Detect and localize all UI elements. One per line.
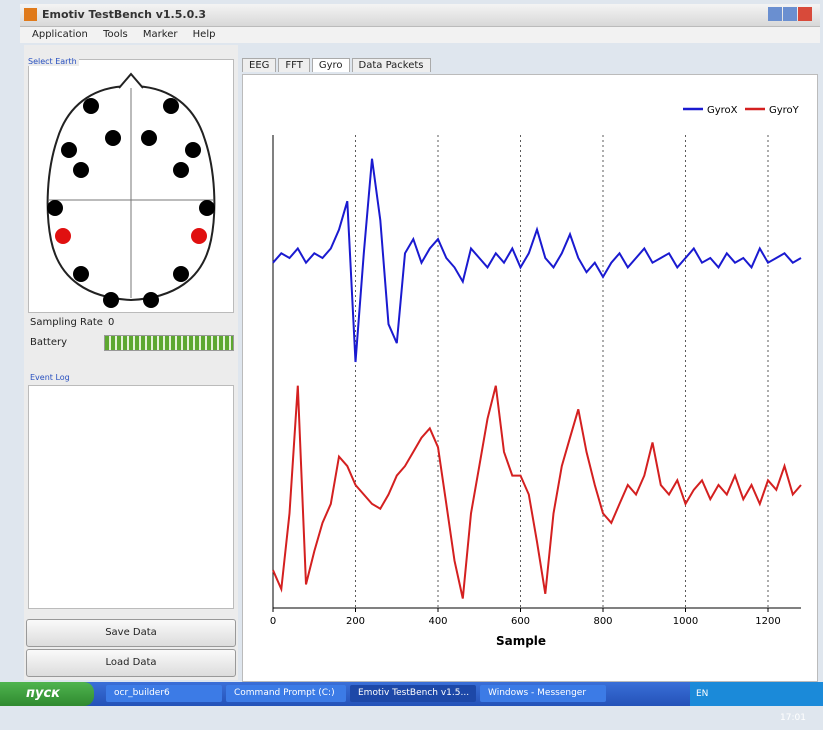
x-tick-label: 1200 [755,616,780,627]
legend-label: GyroX [707,105,738,116]
value: 0 [108,317,114,328]
group-label: Event Log [30,373,70,382]
chart: Sample 0 200 400 600 800 1000 1200 GyroX GyroY [243,75,817,681]
menu-item[interactable]: Marker [143,29,178,40]
window-controls[interactable] [768,7,816,23]
label: Sampling Rate [30,317,103,328]
label: Battery [30,337,67,348]
taskbar: пуск ocr_builder6 Command Prompt (C:) Em… [0,682,823,706]
task-button[interactable]: Windows - Messenger [480,685,606,702]
task-button[interactable]: Command Prompt (C:) [226,685,346,702]
series-line [273,159,801,362]
head-diagram [29,60,233,312]
menu-item[interactable]: Help [193,29,216,40]
window-title: Emotiv TestBench v1.5.0.3 [42,8,206,21]
menu-item[interactable]: Tools [103,29,128,40]
menu-bar: Application Tools Marker Help [20,27,820,43]
app-icon [24,8,37,21]
tab[interactable]: Gyro [312,58,350,72]
start-button[interactable]: пуск [0,682,94,706]
task-button[interactable]: Emotiv TestBench v1.5... [350,685,476,702]
page: { "window": { "title": "Emotiv TestBench… [0,0,823,706]
legend-label: GyroY [769,105,800,116]
chart-panel: Sample 0 200 400 600 800 1000 1200 GyroX GyroY [242,74,818,682]
left-panel: Select Earth Sampling Rate 0 Battery Eve… [24,45,238,680]
x-tick-label: 400 [428,616,447,627]
tab[interactable]: EEG [242,58,276,72]
clock: 17:01 [780,713,806,723]
task-button[interactable]: ocr_builder6 [106,685,222,702]
menu-item[interactable]: Application [32,29,88,40]
tab[interactable]: Data Packets [352,58,431,72]
battery-bar [104,335,234,351]
x-tick-label: 200 [346,616,365,627]
event-log [28,385,234,609]
title-bar: Emotiv TestBench v1.5.0.3 [20,4,820,27]
x-axis-label: Sample [496,634,546,648]
group-label: Select Earth [26,57,79,66]
language[interactable]: EN [696,689,708,699]
button[interactable]: Save Data [26,619,236,647]
x-tick-label: 600 [511,616,530,627]
system-tray: EN 17:01 [690,682,823,706]
x-tick-label: 0 [270,616,276,627]
tab[interactable]: FFT [278,58,309,72]
x-tick-label: 800 [593,616,612,627]
headset-view [28,59,234,313]
series-line [273,386,801,599]
button[interactable]: Load Data [26,649,236,677]
x-tick-label: 1000 [673,616,698,627]
